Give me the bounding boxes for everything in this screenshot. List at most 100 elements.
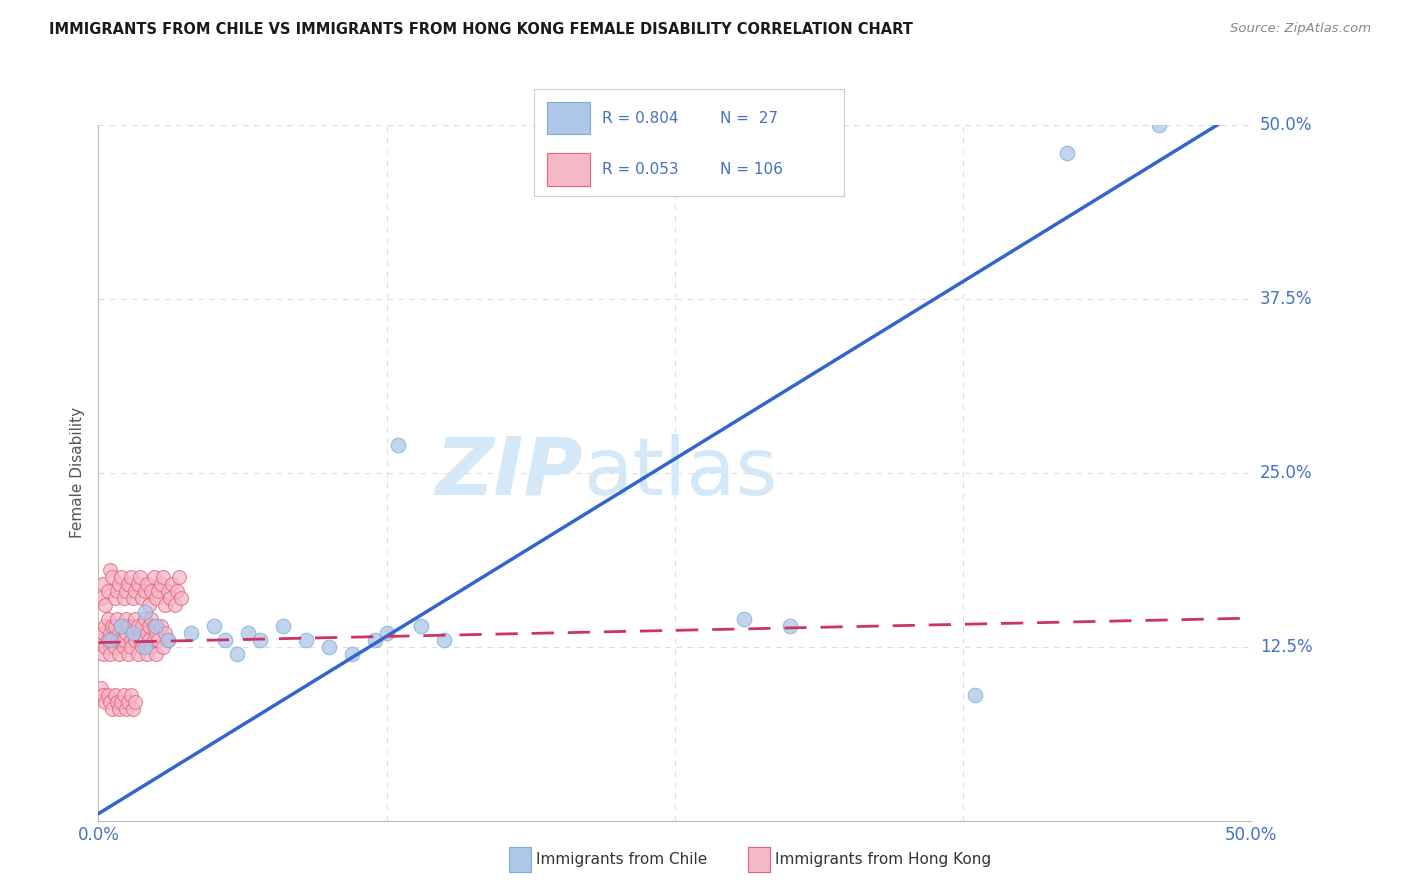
Point [94, 619, 117, 633]
Point [108, 647, 131, 661]
Point [156, 584, 179, 599]
Point [105, 695, 128, 709]
Point [170, 591, 193, 605]
Point [141, 640, 163, 654]
Point [433, 632, 456, 647]
Point [91, 689, 114, 703]
Point [97, 632, 120, 647]
Point [127, 577, 149, 591]
Point [411, 619, 433, 633]
Point [127, 619, 149, 633]
Point [110, 632, 132, 647]
Point [963, 689, 986, 703]
Point [318, 640, 340, 654]
Point [105, 632, 128, 647]
Point [129, 570, 152, 584]
Text: N =  27: N = 27 [720, 111, 778, 126]
Point [122, 619, 145, 633]
Point [112, 640, 135, 654]
Point [124, 612, 146, 626]
FancyBboxPatch shape [547, 153, 591, 186]
Point [149, 619, 172, 633]
Point [163, 598, 186, 612]
Point [159, 591, 181, 605]
Point [101, 702, 124, 716]
Point [115, 702, 138, 716]
Point [142, 619, 165, 633]
Point [131, 640, 153, 654]
Point [117, 619, 139, 633]
Point [105, 584, 128, 599]
Text: atlas: atlas [582, 434, 778, 512]
Text: 50.0%: 50.0% [1260, 116, 1312, 134]
Point [142, 570, 165, 584]
Point [141, 584, 163, 599]
Point [238, 625, 260, 640]
Point [225, 647, 247, 661]
Point [145, 591, 167, 605]
Point [120, 689, 142, 703]
Point [90, 681, 112, 696]
Point [117, 577, 139, 591]
Point [134, 584, 156, 599]
Point [110, 570, 132, 584]
Point [202, 619, 225, 633]
Point [97, 689, 120, 703]
Point [101, 570, 124, 584]
Point [101, 619, 124, 633]
Point [91, 577, 114, 591]
Point [98, 625, 121, 640]
Point [112, 591, 135, 605]
Point [148, 584, 170, 599]
Point [387, 438, 409, 452]
Point [105, 612, 128, 626]
Point [110, 619, 132, 633]
Text: Immigrants from Chile: Immigrants from Chile [536, 853, 707, 867]
Point [90, 591, 112, 605]
Point [110, 695, 132, 709]
Point [98, 632, 121, 647]
Point [108, 625, 131, 640]
Point [127, 647, 149, 661]
Point [117, 695, 139, 709]
Point [103, 640, 125, 654]
Point [98, 647, 121, 661]
Point [103, 619, 125, 633]
Text: N = 106: N = 106 [720, 162, 783, 177]
Text: Immigrants from Hong Kong: Immigrants from Hong Kong [775, 853, 991, 867]
Point [94, 695, 117, 709]
Point [94, 598, 117, 612]
Point [134, 632, 156, 647]
Point [142, 632, 165, 647]
Point [124, 584, 146, 599]
Point [156, 632, 179, 647]
Point [167, 570, 190, 584]
Point [145, 619, 167, 633]
Point [91, 625, 114, 640]
Point [129, 632, 152, 647]
Point [148, 632, 170, 647]
Point [122, 625, 145, 640]
Text: 25.0%: 25.0% [1260, 464, 1312, 482]
Point [733, 612, 755, 626]
Point [156, 632, 179, 647]
Text: R = 0.053: R = 0.053 [602, 162, 679, 177]
Point [249, 632, 271, 647]
Point [1147, 118, 1170, 132]
Point [120, 640, 142, 654]
Point [134, 640, 156, 654]
Point [108, 577, 131, 591]
Point [135, 625, 157, 640]
FancyBboxPatch shape [547, 102, 591, 134]
Point [112, 689, 135, 703]
Point [98, 695, 121, 709]
Y-axis label: Female Disability: Female Disability [70, 407, 86, 539]
Point [166, 584, 188, 599]
Point [122, 625, 145, 640]
Point [131, 591, 153, 605]
Point [135, 577, 157, 591]
Point [98, 563, 121, 577]
Point [122, 702, 145, 716]
Point [138, 598, 160, 612]
Point [97, 612, 120, 626]
